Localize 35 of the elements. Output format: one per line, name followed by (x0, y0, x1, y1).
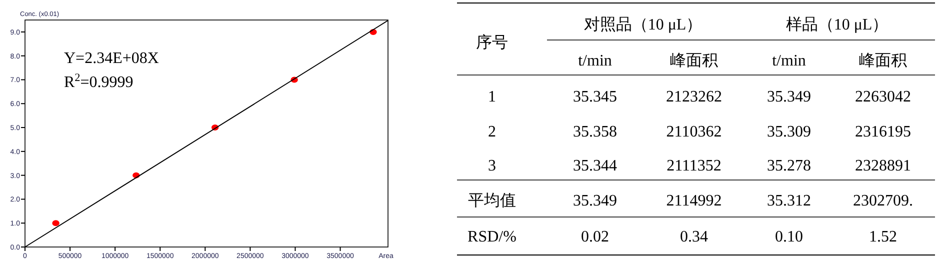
text: 对照品（10 μL） (584, 16, 702, 34)
text: 35.358 (573, 124, 617, 140)
text: 峰面积 (859, 52, 907, 70)
text: 0.34 (680, 228, 708, 246)
text: 35.345 (573, 88, 617, 106)
text: 35.344 (573, 158, 617, 174)
text: 2263042 (855, 88, 911, 106)
text: 0.10 (775, 228, 803, 246)
text: 平均值 (468, 192, 516, 210)
text: 峰面积 (670, 52, 718, 70)
annotation: Y=2.34E+08X (64, 50, 160, 67)
text: 2 (488, 124, 496, 140)
text: 2302709. (853, 192, 913, 210)
text: 35.349 (573, 192, 617, 210)
text: 35.312 (767, 192, 811, 210)
text: 2123262 (666, 88, 722, 106)
text: 35.278 (767, 158, 811, 174)
text: t/min (578, 52, 612, 70)
text: 0.02 (581, 228, 609, 246)
text: 1.52 (869, 228, 897, 246)
text: 序号 (476, 34, 508, 52)
text: 2110362 (666, 124, 722, 140)
point (52, 220, 60, 226)
text: t/min (772, 52, 806, 70)
text: 1 (488, 88, 496, 106)
text: RSD/% (468, 228, 516, 246)
text: 样品（10 μL） (786, 16, 888, 34)
text: 2328891 (855, 158, 911, 174)
text: 2114992 (666, 192, 722, 210)
text: 2316195 (855, 124, 911, 140)
text: 35.349 (767, 88, 811, 106)
text: 3 (488, 158, 496, 174)
annotation: R$^{2}$=0.9999 (64, 72, 134, 91)
text: 2111352 (666, 158, 722, 174)
text: 35.309 (767, 124, 811, 140)
